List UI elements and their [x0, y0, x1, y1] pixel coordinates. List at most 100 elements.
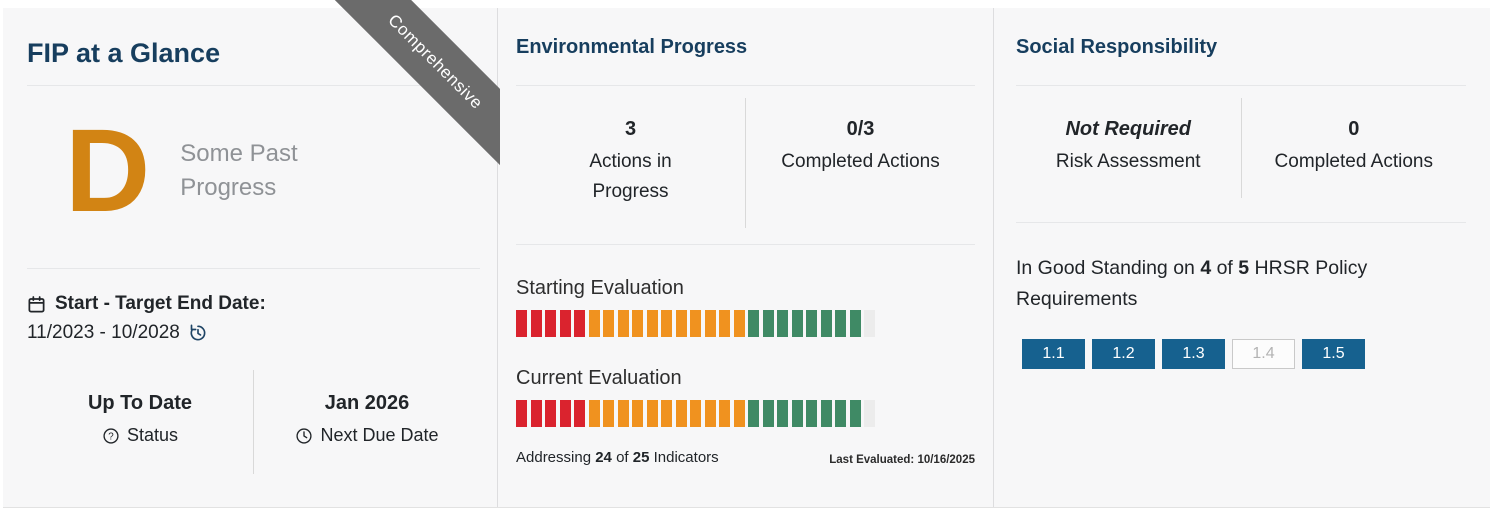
evaluation-label: Current Evaluation: [516, 367, 682, 389]
completed-actions-block: 0/3 Completed Actions: [745, 98, 975, 228]
indicator-segment-orange: [646, 400, 658, 427]
hrsr-badge-1.4[interactable]: 1.4: [1232, 339, 1295, 369]
status-value: Up To Date: [87, 392, 193, 414]
indicator-segment-green: [820, 400, 832, 427]
indicator-segment-orange: [661, 400, 672, 427]
indicator-segment-green: [748, 400, 759, 427]
indicator-segment-green: [762, 400, 774, 427]
next-due-label: Next Due Date: [320, 425, 439, 445]
addressing-indicators-text: Addressing 24 of 25 Indicators: [516, 449, 719, 466]
evaluations: Starting Evaluation Current Evaluation: [516, 277, 975, 427]
indicator-segment-orange: [690, 310, 701, 337]
indicator-segment-orange: [704, 310, 716, 337]
next-due-value: Jan 2026: [324, 392, 410, 414]
evaluation-bar: [516, 310, 975, 337]
addressing-mid: of: [611, 449, 633, 466]
indicator-segment-empty: [864, 310, 875, 337]
environmental-footer: Addressing 24 of 25 Indicators Last Eval…: [516, 449, 975, 466]
addressing-total: 25: [632, 449, 650, 466]
indicator-segment-green: [791, 310, 803, 337]
actions-in-progress-block: 3 Actions in Progress: [516, 98, 745, 228]
overview-panel: FIP at a Glance D Some Past Progress: [3, 8, 497, 507]
hrsr-badge-1.3[interactable]: 1.3: [1162, 339, 1225, 369]
indicator-segment-orange: [733, 310, 745, 337]
risk-assessment-value: Not Required: [1065, 118, 1192, 140]
social-panel: Social Responsibility Not Required Risk …: [993, 8, 1490, 507]
date-range-value: 11/2023 - 10/2028: [27, 322, 180, 343]
date-range-block: Start - Target End Date: 11/2023 - 10/20…: [27, 293, 480, 344]
indicator-segment-orange: [617, 310, 629, 337]
divider: [1016, 85, 1466, 86]
hrsr-badges: 1.1 1.2 1.3 1.4 1.5: [1022, 339, 1466, 369]
evaluation-bar: [516, 400, 975, 427]
indicator-segment-green: [791, 400, 803, 427]
addressing-post: Indicators: [649, 449, 719, 466]
indicator-segment-orange: [719, 400, 730, 427]
indicator-segment-green: [762, 310, 774, 337]
completed-actions-label: Completed Actions: [781, 151, 940, 172]
social-completed-actions-block: 0 Completed Actions: [1240, 98, 1467, 198]
indicator-segment-orange: [588, 310, 600, 337]
indicator-segment-orange: [588, 400, 600, 427]
evaluation-block: Current Evaluation: [516, 367, 975, 427]
indicator-segment-green: [835, 310, 846, 337]
standing-total: 5: [1238, 257, 1250, 279]
divider: [27, 268, 480, 269]
social-title: Social Responsibility: [1016, 36, 1218, 58]
indicator-segment-orange: [690, 400, 701, 427]
indicator-segment-orange: [675, 310, 687, 337]
indicator-segment-green: [806, 400, 817, 427]
next-due-block: Jan 2026 Next Due Date: [253, 370, 480, 474]
indicator-segment-red: [545, 310, 556, 337]
indicator-segment-red: [530, 310, 542, 337]
last-evaluated-text: Last Evaluated: 10/16/2025: [829, 454, 975, 466]
indicator-segment-red: [559, 400, 571, 427]
indicator-segment-green: [849, 400, 861, 427]
hrsr-badge-1.1[interactable]: 1.1: [1022, 339, 1085, 369]
hrsr-badge-1.5[interactable]: 1.5: [1302, 339, 1365, 369]
actions-in-progress-value: 3: [624, 118, 637, 140]
indicator-segment-orange: [632, 400, 643, 427]
evaluation-block: Starting Evaluation: [516, 277, 975, 337]
indicator-segment-green: [806, 310, 817, 337]
environmental-panel: Environmental Progress 3 Actions in Prog…: [497, 8, 993, 507]
standing-mid: of: [1211, 257, 1239, 279]
page-title: FIP at a Glance: [27, 38, 221, 68]
indicator-segment-green: [820, 310, 832, 337]
indicator-segment-red: [574, 400, 585, 427]
environmental-stats-row: 3 Actions in Progress 0/3 Completed Acti…: [516, 98, 975, 228]
status-label: Status: [126, 425, 179, 445]
hrsr-standing-text: In Good Standing on 4 of 5 HRSR Policy R…: [1016, 253, 1456, 315]
indicator-segment-green: [777, 400, 788, 427]
grade-letter: D: [65, 104, 151, 237]
indicator-segment-red: [545, 400, 556, 427]
status-block: Up To Date ? Status: [27, 370, 253, 474]
standing-pre: In Good Standing on: [1016, 257, 1201, 279]
standing-count: 4: [1200, 257, 1212, 279]
risk-assessment-label: Risk Assessment: [1055, 151, 1201, 172]
indicator-segment-empty: [864, 400, 875, 427]
indicator-segment-red: [530, 400, 542, 427]
social-completed-actions-value: 0: [1348, 118, 1360, 140]
svg-text:?: ?: [108, 431, 114, 442]
indicator-segment-green: [849, 310, 861, 337]
grade-block: D Some Past Progress: [65, 96, 480, 246]
indicator-segment-red: [574, 310, 585, 337]
indicator-segment-red: [516, 310, 527, 337]
date-range-label: Start - Target End Date:: [55, 293, 266, 314]
indicator-segment-green: [835, 400, 846, 427]
grade-description: Some Past Progress: [180, 140, 298, 201]
indicator-segment-green: [748, 310, 759, 337]
question-circle-icon[interactable]: ?: [102, 427, 120, 445]
indicator-segment-orange: [661, 310, 672, 337]
history-icon[interactable]: [188, 323, 208, 343]
indicator-segment-orange: [603, 400, 614, 427]
calendar-icon: [27, 295, 46, 314]
divider: [1016, 222, 1466, 223]
status-summary-row: Up To Date ? Status Jan 2026: [27, 370, 480, 474]
hrsr-badge-1.2[interactable]: 1.2: [1092, 339, 1155, 369]
indicator-segment-red: [516, 400, 527, 427]
social-completed-actions-label: Completed Actions: [1274, 151, 1433, 172]
indicator-segment-orange: [675, 400, 687, 427]
